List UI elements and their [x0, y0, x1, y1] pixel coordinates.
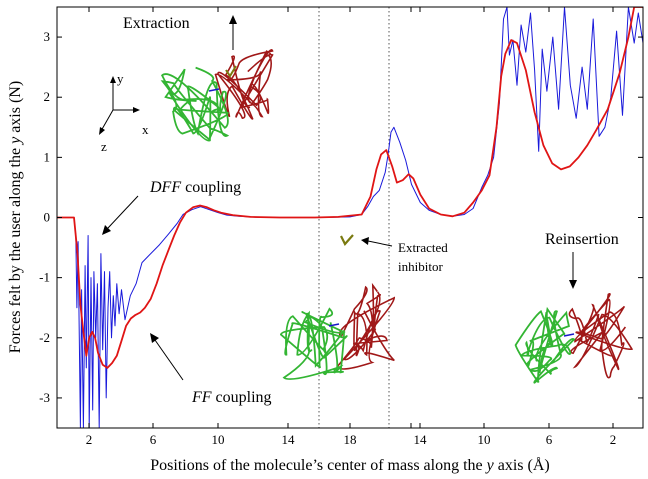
axis-ticks: 2 6 10 14 18 14 10 6 2 -3 -2 -1 0 1 2 3 [39, 7, 643, 447]
series-layer [57, 7, 643, 428]
protein-chain-red [214, 49, 274, 120]
protein-chain-green [280, 307, 348, 380]
protein-chain-red [337, 282, 396, 370]
z-arrowhead [99, 127, 105, 135]
annotations: Extraction DFF coupling FF coupling Rein… [102, 15, 619, 406]
y-tick-label: 1 [44, 149, 51, 164]
protein-extracted [280, 282, 396, 380]
dff-arrowhead [102, 225, 111, 235]
extracted-inhibitor-arrowhead [361, 237, 369, 245]
inset-z-label: z [101, 139, 107, 154]
extracted-inhibitor-arrow [367, 240, 393, 247]
y-tick-label: 3 [44, 29, 51, 44]
ff-coupling-arrow [154, 339, 184, 381]
extracted-inhibitor-icon [340, 234, 354, 246]
y-tick-label: -1 [39, 270, 50, 285]
dff-coupling-arrow [107, 195, 139, 229]
y-tick-label: -2 [39, 330, 50, 345]
protein-reinsertion [514, 293, 634, 384]
y-tick-label: 0 [44, 210, 51, 225]
x-tick-label: 6 [150, 432, 157, 447]
z-direction-arrow [100, 109, 114, 132]
extracted-inhibitor-line2: inhibitor [398, 259, 443, 274]
y-tick-label: 2 [44, 89, 51, 104]
protein-chain-green [514, 306, 576, 384]
inset-y-label: y [117, 71, 124, 86]
extracting-inhibitor-icon [225, 65, 237, 78]
x-tick-label: 10 [478, 432, 491, 447]
protein-inhibitor-blue [328, 323, 340, 327]
axes-orientation-inset: y x z [99, 71, 149, 154]
x-axis-label: Positions of the molecule’s center of ma… [150, 456, 549, 474]
y-arrowhead [110, 76, 116, 83]
protein-chain-green [160, 66, 230, 142]
reinsertion-label: Reinsertion [545, 231, 619, 248]
x-tick-label: 6 [546, 432, 553, 447]
inset-x-label: x [142, 122, 149, 137]
x-tick-label: 18 [344, 432, 357, 447]
x-tick-label: 14 [282, 432, 296, 447]
extracted-inhibitor-line1: Extracted [398, 240, 448, 255]
x-tick-label: 2 [610, 432, 617, 447]
ff-arrowhead [150, 333, 159, 343]
extraction-label: Extraction [123, 15, 190, 32]
protein-inhibitor-blue [563, 333, 575, 337]
reinsertion-arrowhead [569, 280, 577, 289]
protein-extraction [160, 49, 274, 142]
ff-coupling-label: FF coupling [191, 389, 272, 406]
x-tick-label: 10 [212, 432, 225, 447]
series-line-red [57, 7, 643, 369]
plot-area: 2 6 10 14 18 14 10 6 2 -3 -2 -1 0 1 2 3 [39, 6, 644, 447]
x-tick-label: 14 [414, 432, 428, 447]
x-arrowhead [133, 107, 140, 113]
series-line-blue [57, 7, 643, 428]
protein-chain-red [568, 293, 634, 379]
y-tick-label: -3 [39, 390, 50, 405]
y-axis-label: Forces felt by the user along the y axis… [7, 81, 24, 353]
dff-coupling-label: DFF coupling [149, 179, 241, 196]
protein-inhibitor-blue [208, 88, 220, 92]
extraction-arrowhead [229, 15, 237, 24]
protein-illustrations [160, 49, 634, 384]
x-tick-label: 2 [86, 432, 93, 447]
